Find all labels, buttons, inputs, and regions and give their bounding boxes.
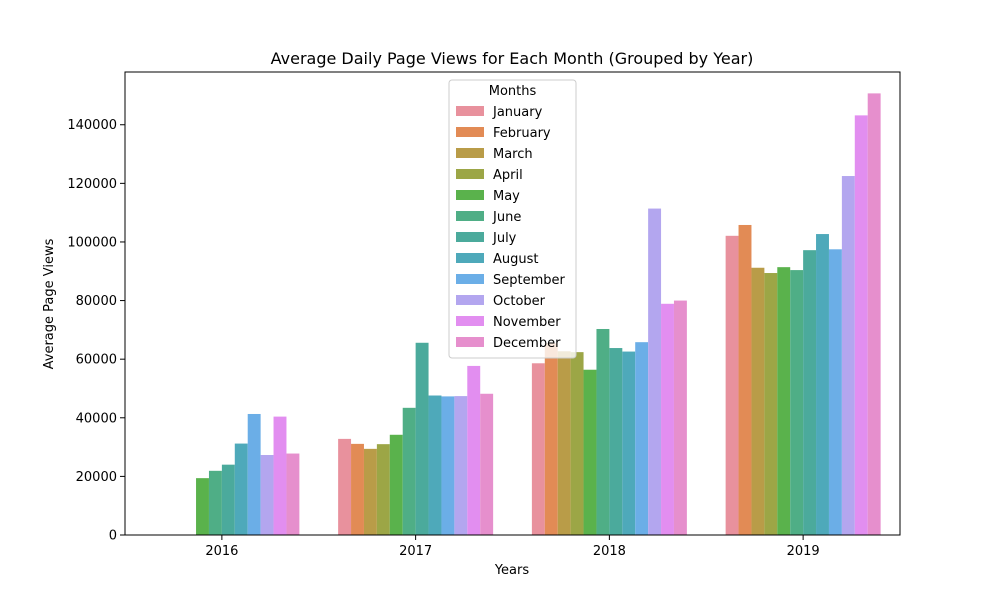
- legend-label-december: December: [493, 336, 561, 351]
- x-tick-label: 2018: [593, 544, 626, 559]
- x-tick-label: 2017: [399, 544, 432, 559]
- plot-area: 0 20000 40000 60000 80000 100000 120000 140000 2…: [67, 71, 901, 559]
- legend-swatch-july: [456, 232, 484, 242]
- legend-label-june: June: [492, 210, 521, 225]
- bar-january-2019: [725, 235, 739, 535]
- legend: Months January February March April May June Ju…: [448, 79, 577, 359]
- y-tick-label: 80000: [76, 294, 117, 309]
- legend-swatch-june: [456, 211, 484, 221]
- bar-august-2018: [622, 351, 636, 535]
- legend-swatch-february: [456, 127, 484, 137]
- bar-july-2016: [221, 464, 235, 535]
- legend-swatch-january: [456, 106, 484, 116]
- legend-title: Months: [489, 84, 537, 99]
- bar-march-2018: [557, 351, 571, 535]
- bar-september-2019: [828, 249, 842, 536]
- y-tick-label: 140000: [67, 118, 117, 133]
- legend-label-february: February: [493, 126, 551, 141]
- chart-title: Average Daily Page Views for Each Month …: [271, 49, 754, 68]
- bar-may-2018: [583, 369, 597, 535]
- bar-september-2017: [441, 396, 455, 535]
- y-tick-label: 0: [109, 529, 117, 544]
- legend-swatch-august: [456, 253, 484, 263]
- bar-november-2016: [273, 416, 287, 535]
- legend-label-september: September: [493, 273, 566, 288]
- y-tick-label: 40000: [76, 411, 117, 426]
- bar-december-2016: [286, 453, 300, 535]
- bar-february-2019: [738, 224, 752, 535]
- bar-april-2018: [570, 352, 584, 535]
- bar-june-2018: [596, 328, 610, 535]
- bar-august-2019: [816, 234, 829, 536]
- bar-november-2019: [854, 115, 868, 536]
- bar-may-2017: [389, 434, 403, 535]
- bar-september-2016: [247, 413, 261, 535]
- bar-october-2019: [841, 176, 855, 535]
- bar-june-2016: [208, 470, 222, 535]
- bar-december-2017: [480, 393, 494, 535]
- y-axis-title: Average Page Views: [42, 238, 57, 369]
- bar-july-2018: [609, 348, 623, 535]
- bar-april-2017: [376, 444, 390, 535]
- bar-december-2019: [867, 93, 881, 535]
- y-tick-label: 60000: [76, 353, 117, 368]
- bar-june-2017: [402, 407, 416, 535]
- legend-swatch-december: [456, 337, 484, 347]
- legend-swatch-may: [456, 190, 484, 200]
- legend-label-may: May: [493, 189, 520, 204]
- legend-label-july: July: [492, 231, 517, 246]
- legend-label-march: March: [493, 147, 533, 162]
- bar-july-2019: [803, 250, 817, 536]
- bar-february-2017: [351, 443, 364, 535]
- plot-frame: [124, 71, 901, 536]
- bar-april-2019: [764, 273, 778, 535]
- y-tick-label: 20000: [76, 470, 117, 485]
- bar-november-2018: [661, 303, 674, 535]
- legend-swatch-november: [456, 316, 484, 326]
- bar-march-2017: [363, 448, 377, 535]
- bar-may-2019: [777, 267, 791, 535]
- legend-label-april: April: [493, 168, 523, 183]
- legend-swatch-april: [456, 169, 484, 179]
- bar-march-2019: [751, 267, 765, 535]
- x-tick-label: 2019: [787, 544, 820, 559]
- bar-may-2016: [196, 478, 209, 535]
- bar-july-2017: [415, 342, 429, 535]
- bar-january-2018: [531, 363, 545, 535]
- bar-october-2017: [454, 396, 468, 535]
- bar-october-2018: [648, 208, 662, 535]
- bar-june-2019: [790, 270, 804, 535]
- legend-label-november: November: [493, 315, 561, 330]
- bar-august-2016: [234, 443, 248, 535]
- x-axis-title: Years: [494, 563, 530, 578]
- legend-label-october: October: [493, 294, 546, 309]
- y-tick-label: 120000: [67, 177, 117, 192]
- legend-swatch-october: [456, 295, 484, 305]
- bar-october-2016: [260, 455, 274, 535]
- bar-december-2018: [673, 300, 687, 535]
- bar-january-2017: [338, 438, 352, 535]
- legend-label-august: August: [493, 252, 539, 267]
- bar-august-2017: [428, 395, 442, 535]
- legend-label-january: January: [492, 105, 543, 120]
- bar-november-2017: [467, 365, 481, 535]
- y-tick-label: 100000: [67, 235, 117, 250]
- x-tick-label: 2016: [205, 544, 238, 559]
- legend-swatch-september: [456, 274, 484, 284]
- legend-swatch-march: [456, 148, 484, 158]
- bar-september-2018: [635, 342, 649, 535]
- bar-february-2018: [544, 343, 558, 535]
